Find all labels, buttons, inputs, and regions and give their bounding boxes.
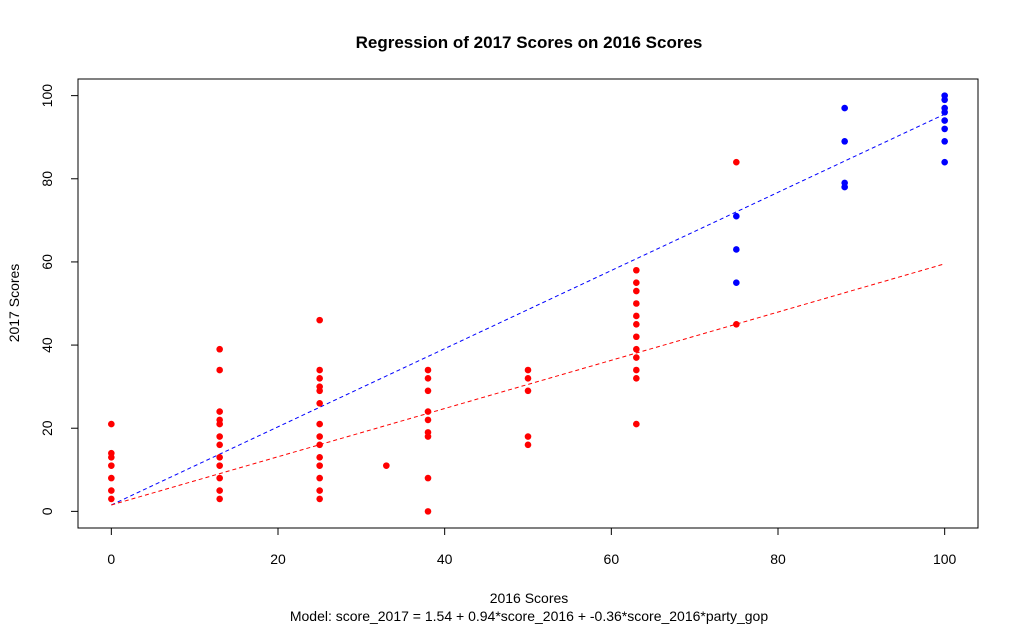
x-tick-label: 60 <box>604 551 620 567</box>
x-axis: 0 20 40 60 80 100 <box>107 527 957 567</box>
scatter-point <box>941 96 948 104</box>
scatter-point <box>216 495 223 503</box>
scatter-point <box>216 441 223 449</box>
model-note: Model: score_2017 = 1.54 + 0.94*score_20… <box>290 608 769 624</box>
scatter-point <box>633 333 640 341</box>
scatter-point <box>108 420 115 428</box>
scatter-point <box>941 158 948 166</box>
scatter-point <box>841 104 848 112</box>
scatter-point <box>524 366 532 374</box>
scatter-point <box>108 474 115 482</box>
scatter-point <box>316 433 323 440</box>
scatter-point <box>216 408 223 415</box>
scatter-point <box>941 125 948 133</box>
scatter-point <box>316 462 323 469</box>
scatter-point <box>108 454 115 461</box>
scatter-point <box>216 345 223 353</box>
scatter-point <box>841 138 848 145</box>
regression-lines <box>111 113 945 506</box>
scatter-point <box>941 138 948 145</box>
scatter-point <box>633 300 640 307</box>
scatter-point <box>316 474 323 482</box>
scatter-point <box>633 320 640 328</box>
scatter-point <box>316 366 323 374</box>
scatter-point <box>316 487 323 494</box>
x-axis-label: 2016 Scores <box>490 590 569 606</box>
scatter-point <box>383 462 390 469</box>
scatter-point <box>633 375 640 382</box>
scatter-point <box>216 487 223 494</box>
scatter-point <box>633 266 640 274</box>
y-tick-label: 0 <box>39 507 55 515</box>
scatter-point <box>216 420 223 428</box>
scatter-point <box>316 375 323 382</box>
y-tick-label: 60 <box>39 254 55 270</box>
scatter-point <box>733 246 740 253</box>
y-tick-label: 80 <box>39 171 55 187</box>
scatter-point <box>424 366 432 374</box>
scatter-point <box>424 508 432 515</box>
y-axis-label: 2017 Scores <box>6 264 22 343</box>
chart-title: Regression of 2017 Scores on 2016 Scores <box>356 33 703 52</box>
scatter-point <box>941 108 948 116</box>
y-tick-label: 20 <box>39 420 55 436</box>
scatter-point <box>316 399 323 407</box>
scatter-point <box>424 375 432 382</box>
scatter-point <box>316 420 323 428</box>
scatter-point <box>941 117 948 124</box>
scatter-point <box>424 474 432 482</box>
scatter-point <box>633 345 640 353</box>
scatter-point <box>108 462 115 469</box>
scatter-point <box>216 462 223 469</box>
scatter-point <box>316 454 323 461</box>
scatter-point <box>216 454 223 461</box>
y-axis: 0 20 40 60 80 100 <box>39 84 79 515</box>
scatter-point <box>633 366 640 374</box>
scatter-point <box>424 387 432 395</box>
x-tick-label: 80 <box>770 551 786 567</box>
scatter-point <box>316 316 323 324</box>
x-tick-label: 100 <box>933 551 957 567</box>
x-tick-label: 40 <box>437 551 453 567</box>
plot-frame <box>77 78 979 529</box>
regression-line <box>111 263 945 506</box>
y-tick-label: 40 <box>39 337 55 353</box>
scatter-point <box>733 320 740 328</box>
scatter-point <box>316 495 323 503</box>
scatter-point <box>633 420 640 428</box>
scatter-point <box>733 158 740 166</box>
scatter-point <box>633 354 640 361</box>
data-points <box>108 92 948 515</box>
scatter-point <box>108 487 115 494</box>
scatter-point <box>424 416 432 424</box>
scatter-point <box>216 433 223 440</box>
scatter-point <box>424 408 432 415</box>
scatter-point <box>633 279 640 287</box>
scatter-point <box>633 312 640 320</box>
scatter-point <box>108 495 115 503</box>
scatter-point <box>216 366 223 374</box>
scatter-point <box>733 279 740 287</box>
scatter-point <box>216 474 223 482</box>
x-tick-label: 0 <box>107 551 115 567</box>
scatter-point <box>524 441 532 449</box>
scatter-point <box>841 183 848 191</box>
scatter-point <box>633 287 640 295</box>
x-tick-label: 20 <box>270 551 286 567</box>
scatter-point <box>524 387 532 395</box>
scatter-point <box>733 212 740 220</box>
scatter-point <box>524 433 532 440</box>
scatter-point <box>424 433 432 440</box>
scatter-point <box>316 387 323 395</box>
scatter-point <box>316 441 323 449</box>
scatter-point <box>524 375 532 382</box>
y-tick-label: 100 <box>39 84 55 108</box>
